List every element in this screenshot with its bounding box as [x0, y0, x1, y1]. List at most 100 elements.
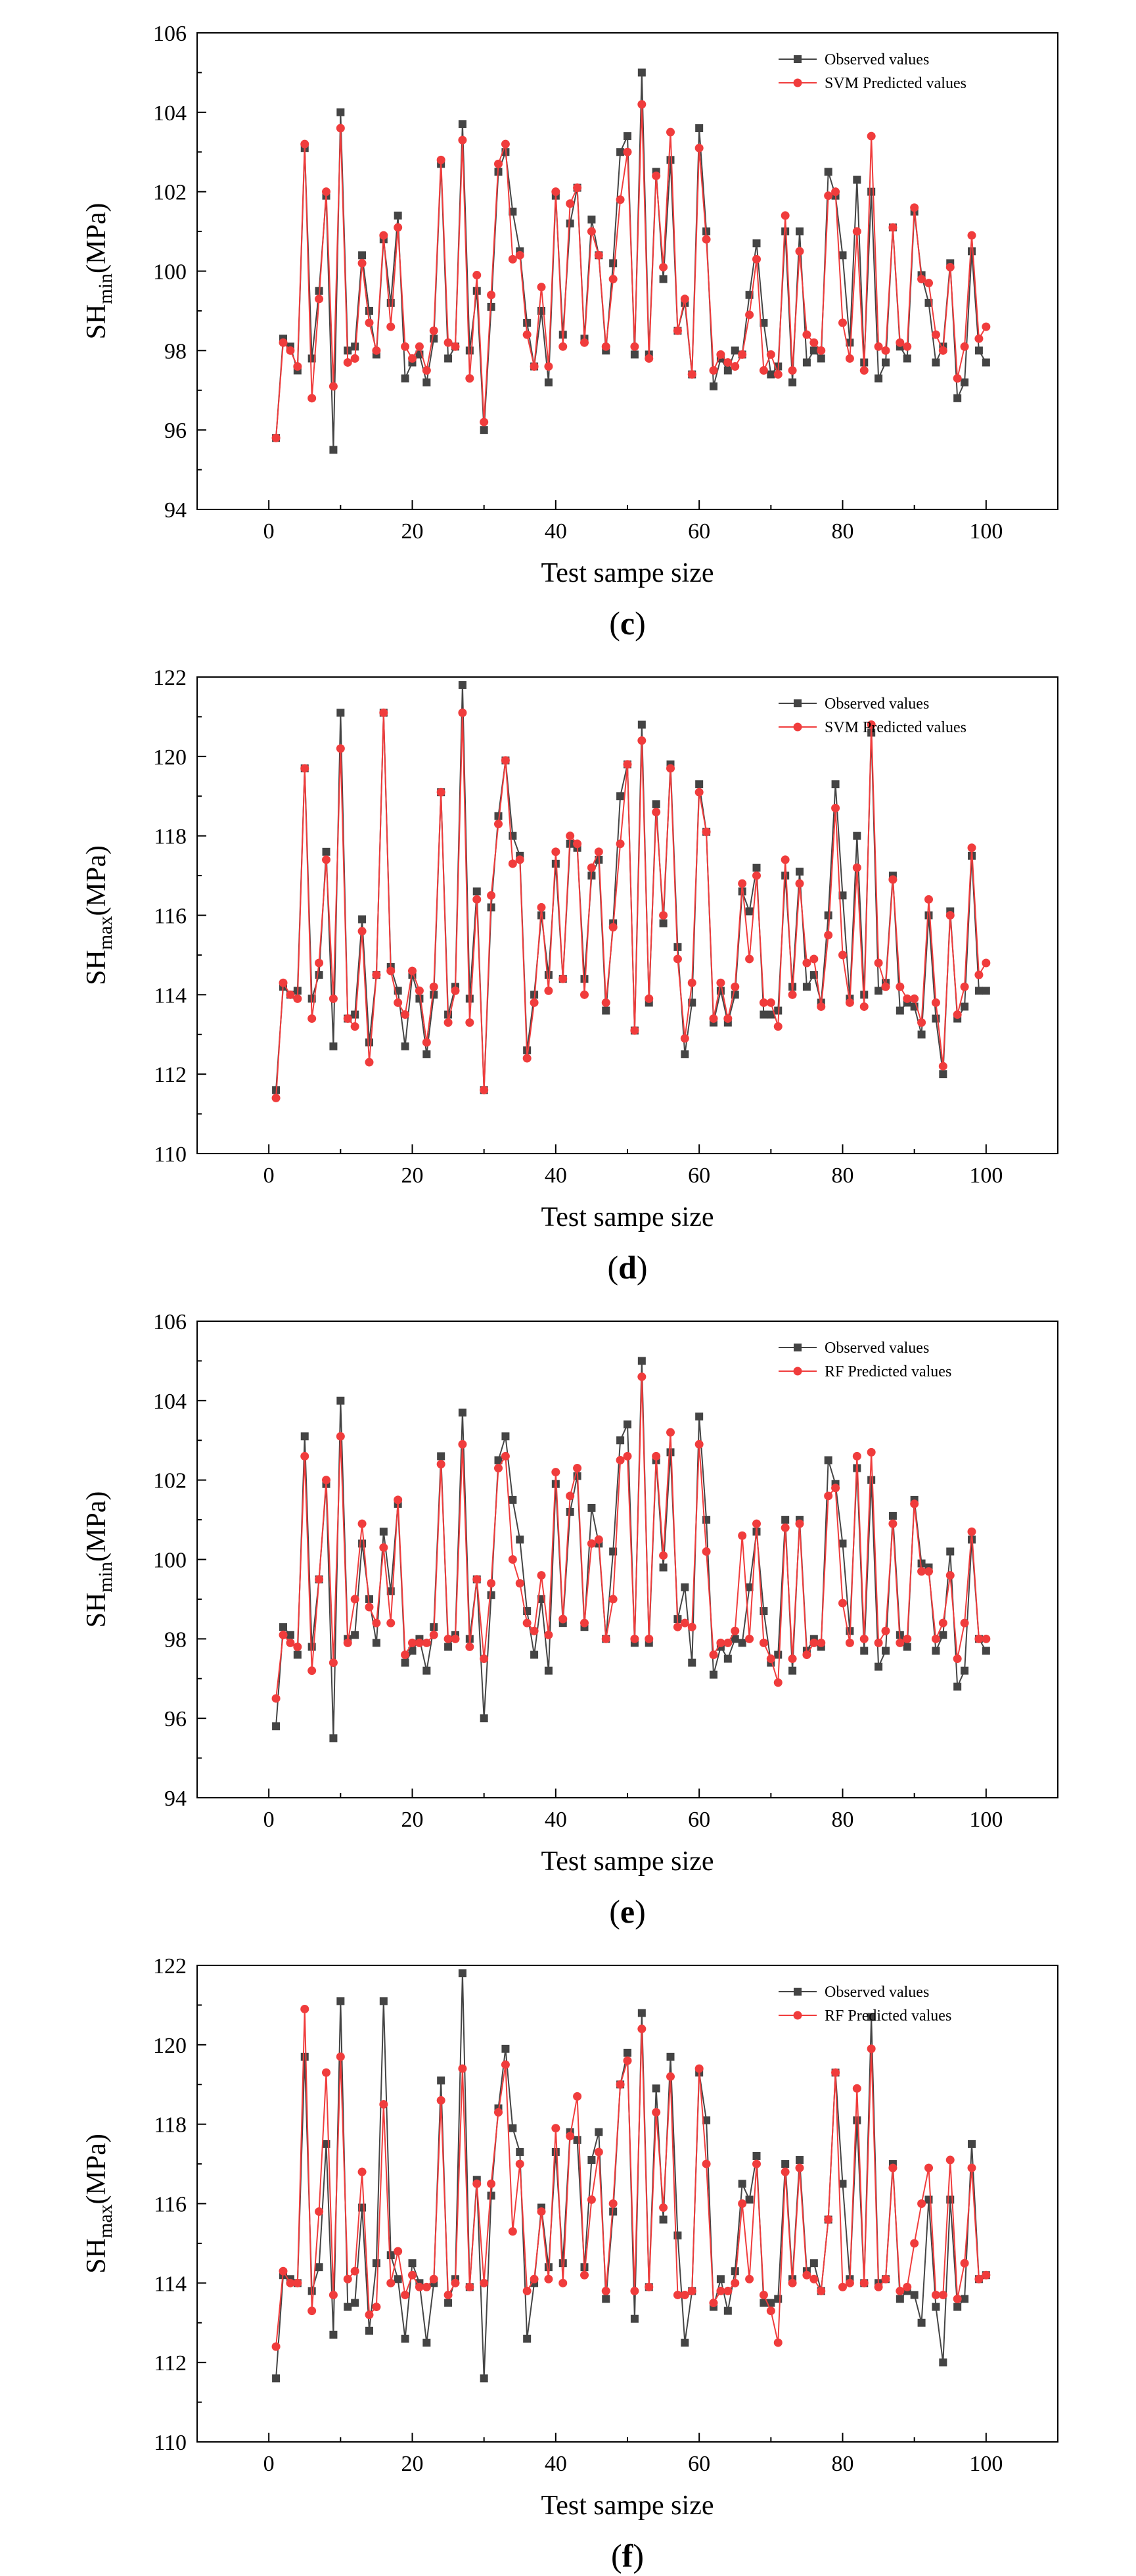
observed-point [796, 868, 804, 876]
predicted-point [781, 1523, 790, 1532]
y-tick-label: 94 [164, 1787, 187, 1811]
predicted-point [379, 231, 388, 240]
predicted-point [580, 2270, 589, 2280]
observed-point [286, 1631, 294, 1639]
y-tick-label: 122 [153, 666, 187, 690]
predicted-point [566, 2132, 575, 2141]
x-tick-label: 60 [688, 1808, 710, 1832]
predicted-point [687, 1622, 696, 1631]
predicted-point [687, 978, 696, 987]
observed-point [487, 302, 495, 311]
panel-label: (d) [607, 1249, 647, 1286]
predicted-point [315, 294, 324, 304]
predicted-point [867, 720, 876, 729]
predicted-point [336, 2052, 345, 2061]
observed-point [781, 227, 790, 236]
observed-point [673, 2231, 682, 2239]
observed-point [336, 108, 345, 116]
predicted-point [422, 1038, 431, 1047]
observed-point [430, 991, 438, 999]
predicted-point [917, 1567, 926, 1576]
observed-point [444, 354, 453, 363]
y-axis-label: SHmin(MPa) [81, 1491, 116, 1628]
predicted-point [601, 342, 610, 351]
legend-predicted-marker [793, 1367, 802, 1376]
observed-point [365, 306, 373, 315]
predicted-point [967, 2163, 976, 2172]
y-tick-label: 122 [153, 1954, 187, 1979]
x-tick-label: 40 [545, 2452, 567, 2476]
predicted-point [831, 1484, 840, 1493]
predicted-point [472, 1575, 482, 1584]
observed-point [637, 720, 646, 729]
predicted-point [896, 2286, 905, 2295]
predicted-point [357, 2167, 367, 2176]
predicted-point [630, 342, 639, 351]
predicted-point [480, 1085, 489, 1094]
predicted-point [817, 1638, 826, 1647]
observed-point [329, 2330, 338, 2339]
predicted-point [702, 235, 711, 244]
observed-point [867, 187, 876, 196]
predicted-point [315, 958, 324, 968]
observed-point [917, 1559, 926, 1568]
predicted-point [465, 1018, 474, 1027]
predicted-point [544, 362, 553, 371]
predicted-point [802, 1651, 811, 1659]
predicted-point [953, 1010, 962, 1019]
predicted-point [566, 831, 575, 841]
observed-point [329, 446, 338, 454]
observed-point [630, 2314, 639, 2323]
y-tick-label: 114 [154, 2272, 187, 2296]
predicted-point [480, 417, 489, 427]
predicted-series-line [275, 713, 987, 1098]
predicted-point [931, 1634, 940, 1643]
predicted-point [365, 2310, 374, 2320]
predicted-point [515, 1579, 524, 1588]
predicted-point [773, 1022, 783, 1031]
predicted-point [307, 2307, 317, 2316]
observed-point [982, 987, 990, 995]
predicted-point [573, 183, 582, 193]
predicted-point [874, 2282, 883, 2291]
predicted-point [443, 338, 453, 347]
observed-point [329, 1734, 338, 1743]
predicted-point [716, 978, 725, 987]
observed-point [444, 1643, 453, 1651]
y-tick-label: 120 [153, 745, 187, 770]
observed-point [516, 1535, 524, 1544]
predicted-point [924, 2163, 933, 2172]
x-axis-label: Test sampe size [541, 558, 714, 588]
predicted-point [501, 2060, 510, 2069]
x-tick-label: 100 [969, 1163, 1003, 1188]
predicted-point [910, 994, 919, 1003]
observed-point [917, 2318, 926, 2327]
predicted-point [881, 346, 890, 355]
predicted-point [838, 1599, 847, 1608]
predicted-point [852, 863, 861, 872]
observed-point [279, 1623, 287, 1631]
predicted-point [322, 2068, 330, 2077]
y-tick-label: 106 [153, 22, 187, 46]
predicted-point [379, 708, 388, 717]
predicted-point [401, 342, 410, 351]
predicted-point [357, 927, 367, 936]
predicted-point [759, 366, 768, 375]
predicted-point [501, 139, 510, 149]
panel-label: (c) [609, 605, 646, 642]
predicted-point [673, 1622, 682, 1631]
predicted-point [960, 342, 969, 351]
predicted-point [817, 346, 826, 355]
observed-point [853, 2116, 861, 2124]
predicted-point [350, 1595, 359, 1604]
observed-point [917, 1030, 926, 1039]
predicted-point [788, 2278, 797, 2287]
observed-point [738, 2180, 746, 2188]
observed-point [480, 2374, 488, 2383]
predicted-point [408, 2270, 417, 2280]
predicted-point [680, 1034, 689, 1043]
observed-point [422, 378, 431, 386]
predicted-point [357, 1519, 367, 1528]
observed-point [300, 2052, 309, 2061]
observed-point [307, 1643, 316, 1651]
